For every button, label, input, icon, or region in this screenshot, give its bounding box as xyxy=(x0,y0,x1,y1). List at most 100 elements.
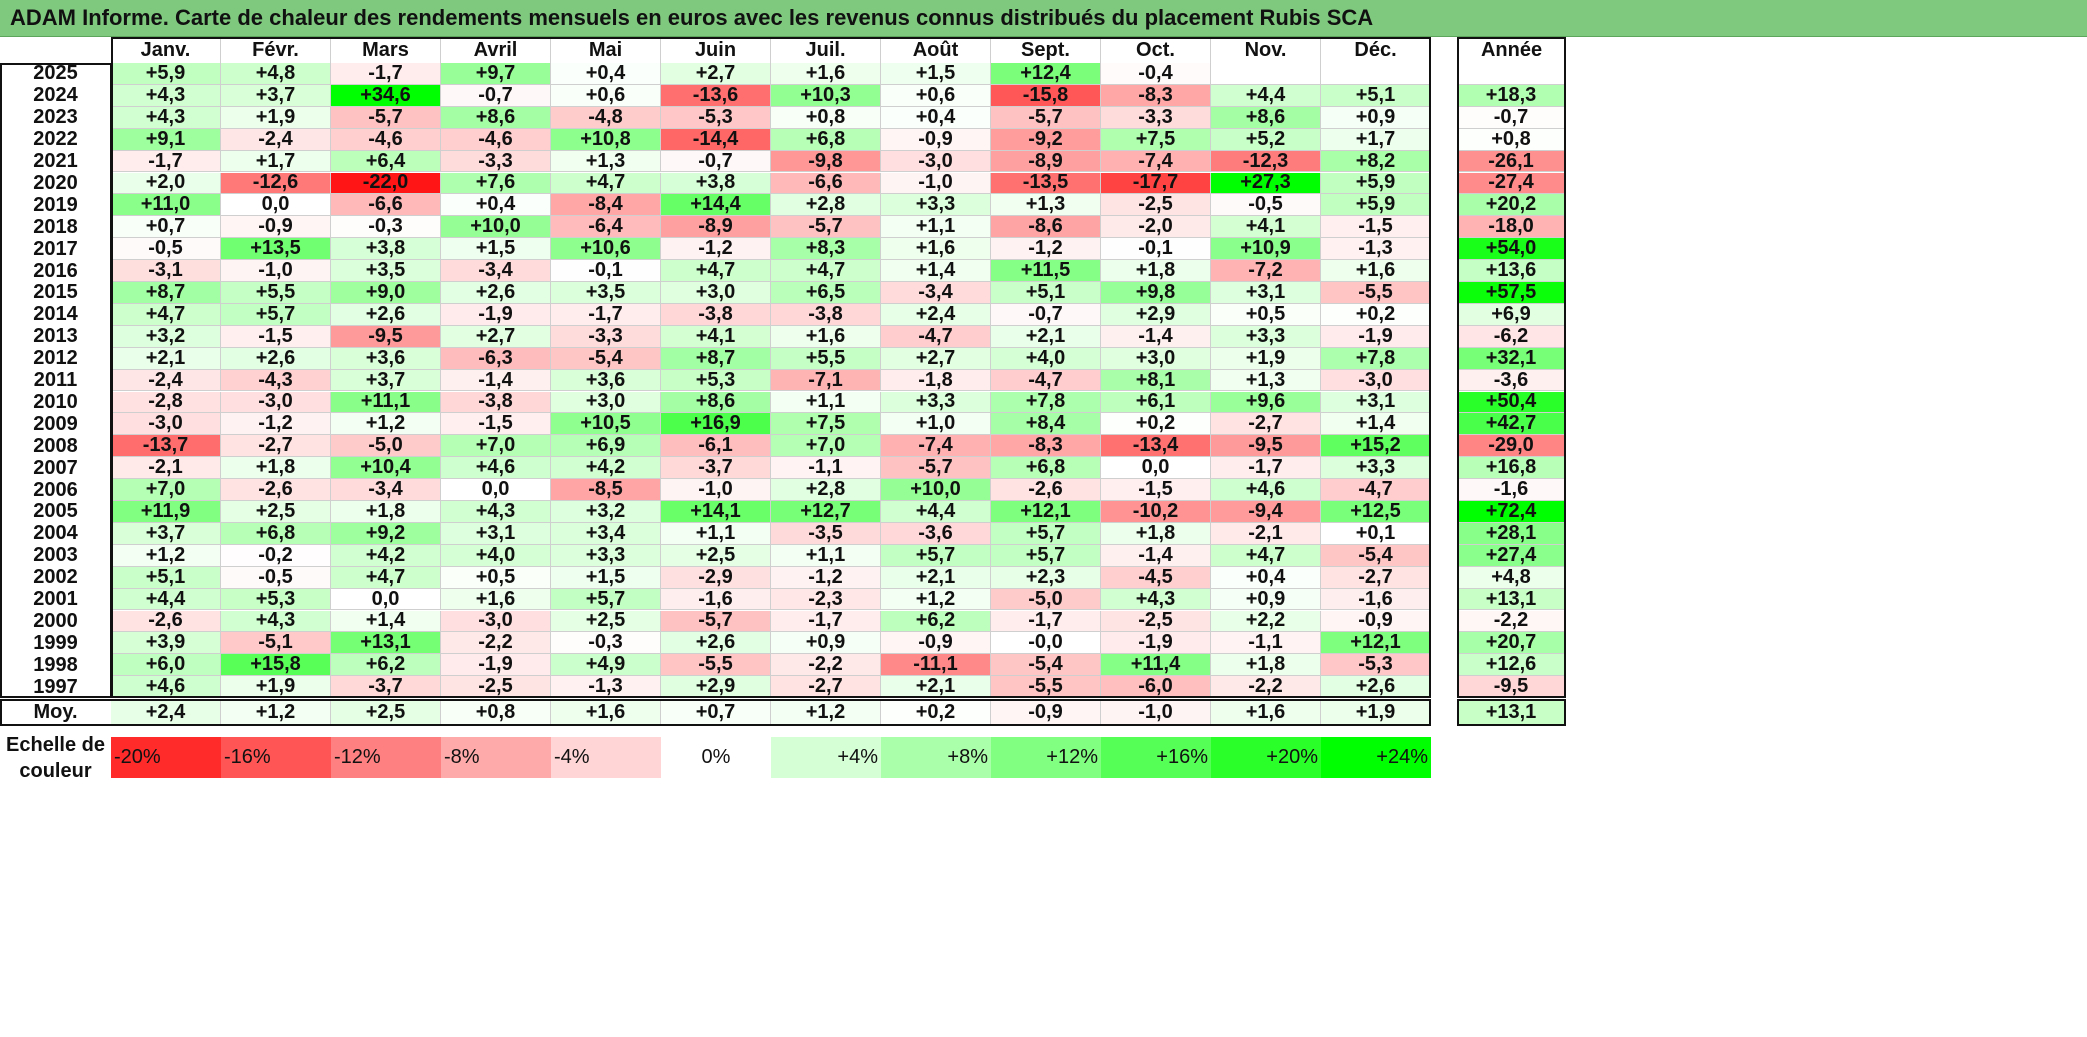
heatmap-cell: -1,2 xyxy=(991,237,1101,261)
heatmap-cell: -13,5 xyxy=(991,171,1101,195)
row-year: 2023 xyxy=(33,106,78,129)
heatmap-cell: -1,5 xyxy=(221,325,331,348)
heatmap-cell: -7,2 xyxy=(1211,259,1321,282)
heatmap-cell: -3,0 xyxy=(221,390,331,414)
scale-label-line2: couleur xyxy=(19,759,92,782)
heatmap-cell: +10,0 xyxy=(881,478,991,501)
heatmap-cell: +0,2 xyxy=(1101,412,1211,436)
heatmap-cell: -0,3 xyxy=(331,215,441,239)
heatmap-cell: -5,4 xyxy=(551,347,661,370)
month-header: Sept. xyxy=(991,37,1101,63)
heatmap-cell: -6,6 xyxy=(331,193,441,217)
heatmap-cell: -0,1 xyxy=(551,259,661,282)
heatmap-cell: -0,5 xyxy=(111,237,221,261)
month-header: Nov. xyxy=(1211,37,1321,63)
heatmap-cell: -2,3 xyxy=(771,588,881,611)
heatmap-cell: -8,3 xyxy=(991,434,1101,458)
heatmap-cell: +2,1 xyxy=(881,566,991,589)
row-year: 2011 xyxy=(33,369,78,392)
heatmap-cell: +0,2 xyxy=(1321,303,1431,326)
scale-step: -20% xyxy=(111,737,221,778)
heatmap-cell: -3,0 xyxy=(111,412,221,436)
heatmap-cell: -1,6 xyxy=(661,588,771,611)
heatmap-cell: 0,0 xyxy=(331,588,441,611)
annual-cell: +54,0 xyxy=(1457,237,1566,261)
heatmap-cell: -5,4 xyxy=(1321,544,1431,567)
heatmap-cell: +8,3 xyxy=(771,237,881,261)
heatmap-cell: -1,0 xyxy=(221,259,331,282)
heatmap-cell: +3,1 xyxy=(1321,390,1431,414)
average-cell: +0,7 xyxy=(661,699,771,726)
month-header: Avril xyxy=(441,37,551,63)
heatmap-cell: +14,4 xyxy=(661,193,771,217)
row-year: 2009 xyxy=(33,412,78,435)
heatmap-cell: -0,3 xyxy=(551,631,661,655)
heatmap-cell: -6,0 xyxy=(1101,675,1211,699)
heatmap-cell: +0,7 xyxy=(111,215,221,239)
heatmap-cell: +11,5 xyxy=(991,259,1101,282)
heatmap-cell: +15,8 xyxy=(221,653,331,677)
average-cell: -1,0 xyxy=(1101,699,1211,726)
heatmap-cell: -1,7 xyxy=(1211,456,1321,480)
heatmap-cell: +2,6 xyxy=(221,347,331,370)
chart-title: ADAM Informe. Carte de chaleur des rende… xyxy=(10,5,1374,30)
heatmap-cell: +2,6 xyxy=(1321,675,1431,699)
heatmap-cell: -4,7 xyxy=(1321,478,1431,501)
heatmap-cell: +0,5 xyxy=(1211,303,1321,326)
heatmap-cell: +1,3 xyxy=(1211,369,1321,392)
heatmap-cell: -5,7 xyxy=(661,609,771,633)
heatmap-cell: -1,2 xyxy=(221,412,331,436)
heatmap-cell: -4,8 xyxy=(551,106,661,129)
annual-cell: +0,8 xyxy=(1457,128,1566,151)
heatmap-cell: +10,0 xyxy=(441,215,551,239)
heatmap-cell: -9,5 xyxy=(1211,434,1321,458)
month-header: Janv. xyxy=(111,37,221,63)
heatmap-cell: -2,0 xyxy=(1101,215,1211,239)
heatmap-cell: -2,2 xyxy=(1211,675,1321,699)
heatmap-cell: +2,5 xyxy=(661,544,771,567)
heatmap-cell: -1,0 xyxy=(661,478,771,501)
average-cell: +1,2 xyxy=(771,699,881,726)
heatmap-cell: +2,6 xyxy=(331,303,441,326)
heatmap-cell: +12,1 xyxy=(1321,631,1431,655)
heatmap-cell: -0,9 xyxy=(881,128,991,151)
heatmap-cell: +3,3 xyxy=(1321,456,1431,480)
row-year: 2022 xyxy=(33,128,78,151)
heatmap-cell: -3,6 xyxy=(881,522,991,545)
heatmap-cell: +1,4 xyxy=(1321,412,1431,436)
heatmap-cell: -3,4 xyxy=(881,281,991,304)
heatmap-cell: -13,7 xyxy=(111,434,221,458)
row-year: 2005 xyxy=(33,500,78,523)
heatmap-cell: +3,7 xyxy=(221,84,331,107)
heatmap-cell: -2,7 xyxy=(221,434,331,458)
heatmap-cell: -0,7 xyxy=(991,303,1101,326)
average-annual-cell: +13,1 xyxy=(1457,699,1566,726)
heatmap-cell: +3,2 xyxy=(551,500,661,523)
heatmap-cell: +6,8 xyxy=(991,456,1101,480)
heatmap-cell: +5,5 xyxy=(221,281,331,304)
heatmap-cell: +1,5 xyxy=(881,62,991,85)
heatmap-cell: +2,9 xyxy=(661,675,771,699)
heatmap-cell: -5,7 xyxy=(991,106,1101,129)
heatmap-cell: +2,6 xyxy=(661,631,771,655)
heatmap-cell: +4,6 xyxy=(1211,478,1321,501)
heatmap-cell: +1,4 xyxy=(881,259,991,282)
annual-cell: -3,6 xyxy=(1457,369,1566,392)
heatmap-cell: +3,5 xyxy=(331,259,441,282)
annual-cell: -6,2 xyxy=(1457,325,1566,348)
heatmap-cell: +11,1 xyxy=(331,390,441,414)
scale-step: +12% xyxy=(991,737,1101,778)
heatmap-cell: +0,9 xyxy=(771,631,881,655)
row-year: 2004 xyxy=(33,522,78,545)
heatmap-cell: +12,4 xyxy=(991,62,1101,85)
title-bar: ADAM Informe. Carte de chaleur des rende… xyxy=(0,0,2087,37)
heatmap-cell: +9,0 xyxy=(331,281,441,304)
heatmap-cell: -8,9 xyxy=(991,150,1101,173)
heatmap-cell: -11,1 xyxy=(881,653,991,677)
heatmap-cell: -0,2 xyxy=(221,544,331,567)
scale-step: +8% xyxy=(881,737,991,778)
heatmap-cell: -6,3 xyxy=(441,347,551,370)
heatmap-cell: -2,6 xyxy=(221,478,331,501)
heatmap-cell: +6,1 xyxy=(1101,390,1211,414)
heatmap-cell: +1,2 xyxy=(331,412,441,436)
